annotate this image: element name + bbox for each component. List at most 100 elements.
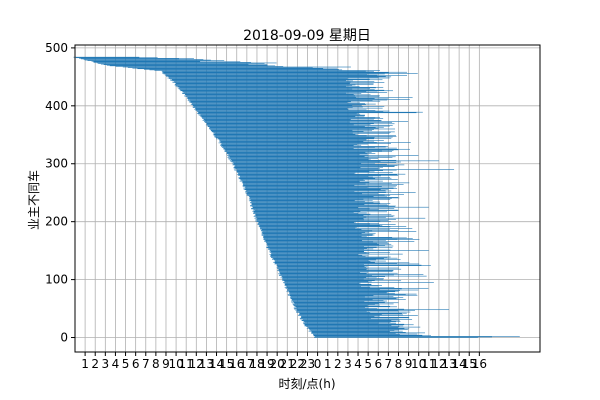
data-bar bbox=[189, 102, 348, 103]
data-bar bbox=[276, 264, 364, 265]
data-bar bbox=[248, 196, 374, 198]
data-bar bbox=[247, 192, 416, 194]
y-tick-label: 200 bbox=[45, 215, 68, 229]
data-bar bbox=[200, 115, 356, 117]
data-bar bbox=[260, 228, 413, 229]
data-bar bbox=[206, 123, 395, 125]
data-bar bbox=[284, 284, 372, 286]
data-bar bbox=[311, 331, 390, 333]
data-bar bbox=[299, 318, 371, 319]
data-bar bbox=[273, 258, 384, 260]
data-bar bbox=[276, 267, 367, 268]
data-bar bbox=[184, 94, 371, 96]
data-bar bbox=[127, 67, 313, 68]
data-bar bbox=[253, 213, 359, 214]
x-tick-label: 11 bbox=[179, 357, 194, 371]
x-tick-label: 1 bbox=[81, 357, 89, 371]
data-bar bbox=[238, 177, 391, 178]
data-bar bbox=[276, 268, 368, 269]
data-bar bbox=[172, 80, 353, 82]
data-bar bbox=[307, 326, 421, 328]
data-bar bbox=[242, 181, 370, 183]
data-bar bbox=[260, 228, 390, 230]
data-bar bbox=[187, 97, 413, 99]
data-bar bbox=[249, 197, 400, 199]
data-bar bbox=[300, 316, 410, 318]
data-bar bbox=[291, 298, 406, 300]
data-bar bbox=[269, 249, 391, 251]
x-tick-label: 3 bbox=[102, 357, 110, 371]
data-bar bbox=[297, 315, 418, 316]
data-bar bbox=[270, 251, 364, 253]
x-tick-label: 7 bbox=[142, 357, 150, 371]
x-tick-label: 13 bbox=[441, 357, 456, 371]
data-bar bbox=[288, 292, 388, 293]
data-bar bbox=[221, 146, 388, 147]
data-bar bbox=[299, 314, 404, 316]
data-bar bbox=[255, 217, 386, 218]
data-bar bbox=[178, 88, 370, 89]
data-bar bbox=[221, 143, 368, 145]
data-bar bbox=[300, 315, 380, 317]
x-axis-label: 时刻/点(h) bbox=[278, 377, 335, 391]
data-bar bbox=[171, 79, 383, 81]
data-bar bbox=[236, 174, 398, 176]
data-bar bbox=[292, 300, 384, 301]
y-tick-label: 100 bbox=[45, 273, 68, 287]
data-bar bbox=[175, 84, 374, 85]
data-bar bbox=[98, 63, 265, 64]
data-bar bbox=[227, 153, 376, 154]
x-tick-label: 0 bbox=[314, 357, 322, 371]
data-bar bbox=[258, 222, 356, 224]
data-bar bbox=[166, 75, 408, 76]
data-bar bbox=[237, 172, 393, 173]
data-bar bbox=[243, 188, 389, 190]
x-tick-label: 4 bbox=[112, 357, 120, 371]
data-bar bbox=[195, 107, 383, 109]
data-bar bbox=[263, 234, 375, 236]
data-bar bbox=[179, 89, 375, 90]
data-bar bbox=[179, 90, 393, 92]
data-bar bbox=[224, 150, 382, 152]
data-bar bbox=[306, 327, 405, 329]
data-bar bbox=[206, 122, 374, 124]
data-bar bbox=[73, 56, 140, 58]
data-bar bbox=[201, 117, 381, 118]
x-tick-label: 7 bbox=[385, 357, 393, 371]
x-tick-label: 5 bbox=[364, 357, 372, 371]
data-bar bbox=[227, 157, 393, 158]
data-bar bbox=[280, 277, 377, 279]
data-bar bbox=[239, 180, 383, 182]
data-bar bbox=[228, 158, 378, 159]
data-bar bbox=[311, 332, 406, 333]
data-bar bbox=[264, 241, 415, 242]
data-bar bbox=[250, 205, 396, 207]
data-bar bbox=[273, 259, 377, 261]
data-bar bbox=[265, 241, 374, 243]
data-bar bbox=[263, 237, 393, 238]
data-bar bbox=[250, 199, 391, 200]
data-bar bbox=[187, 98, 389, 100]
data-bar bbox=[213, 135, 396, 136]
data-bar bbox=[310, 330, 395, 331]
data-bar bbox=[255, 220, 381, 222]
data-bar bbox=[282, 278, 364, 280]
data-bar bbox=[257, 224, 396, 225]
data-bar bbox=[296, 309, 450, 311]
data-bar bbox=[232, 164, 405, 166]
data-bar bbox=[209, 128, 396, 130]
data-bar bbox=[302, 319, 413, 320]
data-bar bbox=[296, 312, 371, 313]
data-bar bbox=[291, 301, 385, 303]
x-tick-label: 10 bbox=[168, 357, 183, 371]
data-bar bbox=[269, 250, 365, 252]
data-bar bbox=[294, 306, 397, 308]
data-bar bbox=[241, 180, 365, 181]
data-bar bbox=[275, 261, 371, 262]
data-bar bbox=[304, 322, 391, 323]
data-bar bbox=[192, 104, 362, 106]
data-bar bbox=[280, 274, 424, 275]
x-tick-label: 18 bbox=[249, 357, 264, 371]
data-bar bbox=[271, 253, 403, 255]
